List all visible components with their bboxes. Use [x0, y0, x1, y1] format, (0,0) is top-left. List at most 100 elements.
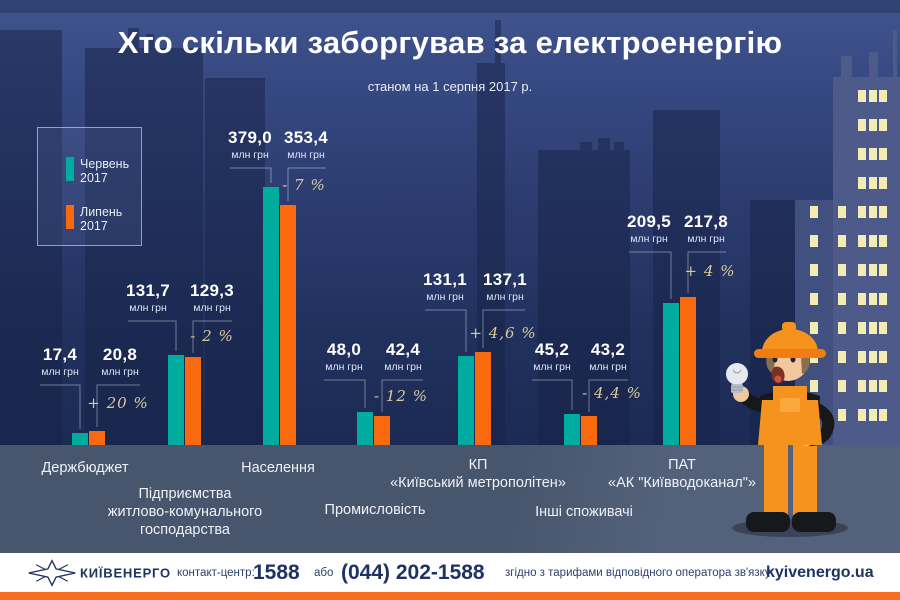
change-pct-pidpryiemstva-zhkh: - 2 %	[190, 327, 234, 345]
lit-window	[869, 322, 877, 334]
lit-window	[869, 351, 877, 363]
lit-window	[838, 380, 846, 392]
category-label-inshi-spozhyvachi: Інші споживачі	[535, 504, 633, 520]
phone-full: (044) 202-1588	[341, 560, 485, 584]
leader-line	[40, 384, 81, 429]
lit-window	[869, 119, 877, 131]
building-silhouette	[614, 142, 624, 150]
lit-window	[838, 409, 846, 421]
lit-window	[838, 351, 846, 363]
electrician-illustration	[726, 322, 848, 537]
leader-line	[287, 167, 326, 201]
lit-window	[810, 322, 818, 334]
change-pct-inshi-spozhyvachi: - 4,4 %	[582, 384, 642, 402]
leader-line	[128, 320, 177, 351]
value-july-kyivskyi-metropoliten: 137,1 млн грн	[482, 270, 528, 303]
bar-june-kyivskyi-metropoliten	[458, 356, 474, 445]
lit-window	[838, 235, 846, 247]
lit-window	[879, 206, 887, 218]
light-bulb-icon	[726, 363, 748, 393]
lit-window	[810, 380, 818, 392]
lit-window	[869, 264, 877, 276]
change-pct-kyivvodokanal: + 4 %	[684, 262, 736, 280]
lit-window	[879, 351, 887, 363]
legend-june-label: Червень 2017	[80, 157, 130, 185]
category-label-kyivvodokanal: ПАТ «АК "Київводоканал"»	[608, 457, 756, 491]
change-pct-promyslovist: - 12 %	[374, 387, 428, 405]
lit-window	[858, 90, 866, 102]
leader-line	[425, 309, 467, 352]
building-silhouette	[0, 30, 62, 445]
lit-window	[838, 322, 846, 334]
value-july-inshi-spozhyvachi: 43,2 млн грн	[589, 340, 627, 373]
lit-window	[869, 206, 877, 218]
bar-july-inshi-spozhyvachi	[581, 416, 597, 445]
lit-window	[810, 293, 818, 305]
lit-window	[838, 206, 846, 218]
value-june-pidpryiemstva-zhkh: 131,7 млн грн	[125, 281, 171, 314]
category-strip	[0, 445, 900, 553]
bar-june-derzhbudzhet	[72, 433, 88, 445]
value-june-inshi-spozhyvachi: 45,2 млн грн	[533, 340, 571, 373]
value-june-kyivskyi-metropoliten: 131,1 млн грн	[422, 270, 468, 303]
legend-july-swatch	[66, 205, 74, 229]
leader-line	[588, 379, 628, 412]
lit-window	[879, 293, 887, 305]
bar-june-kyivvodokanal	[663, 303, 679, 445]
leader-line	[324, 379, 366, 408]
lit-window	[879, 119, 887, 131]
footer-bar: КИЇВЕНЕРГО контакт-центр: 1588 або (044)…	[0, 553, 900, 592]
lit-window	[858, 409, 866, 421]
page-title: Хто скільки заборгував за електроенергію	[117, 25, 783, 60]
leader-line	[192, 320, 232, 353]
bar-june-pidpryiemstva-zhkh	[168, 355, 184, 445]
lit-window	[858, 264, 866, 276]
leader-line	[687, 251, 726, 293]
tariff-note: згідно з тарифами відповідного оператора…	[505, 566, 771, 579]
lit-window	[858, 380, 866, 392]
lit-window	[879, 322, 887, 334]
building-silhouette	[205, 78, 265, 445]
roof-chimney-icon	[869, 52, 878, 77]
value-july-derzhbudzhet: 20,8 млн грн	[101, 345, 139, 378]
roof-box-icon	[841, 56, 852, 77]
leader-line	[230, 167, 272, 183]
footer-accent-line	[0, 592, 900, 600]
value-july-naselennia: 353,4 млн грн	[283, 128, 329, 161]
legend-june-swatch	[66, 157, 74, 181]
top-shade-band	[0, 0, 900, 13]
lit-window	[858, 206, 866, 218]
change-pct-kyivskyi-metropoliten: + 4,6 %	[469, 324, 537, 342]
building-silhouette	[146, 34, 154, 48]
lit-window	[858, 322, 866, 334]
lit-window	[869, 409, 877, 421]
lit-window	[879, 177, 887, 189]
lit-window	[879, 380, 887, 392]
building-silhouette	[128, 28, 139, 48]
value-june-promyslovist: 48,0 млн грн	[325, 340, 363, 373]
lit-window	[869, 235, 877, 247]
change-pct-derzhbudzhet: + 20 %	[87, 394, 149, 412]
lit-window	[858, 148, 866, 160]
lit-window	[838, 264, 846, 276]
category-label-kyivskyi-metropoliten: КП «Київський метрополітен»	[390, 457, 566, 491]
page-subtitle: станом на 1 серпня 2017 р.	[367, 79, 533, 94]
value-july-promyslovist: 42,4 млн грн	[384, 340, 422, 373]
legend-july-label: Липень 2017	[80, 205, 123, 233]
helmet-icon	[762, 329, 818, 352]
value-june-derzhbudzhet: 17,4 млн грн	[41, 345, 79, 378]
leader-line	[629, 251, 672, 299]
value-july-pidpryiemstva-zhkh: 129,3 млн грн	[189, 281, 235, 314]
bar-july-naselennia	[280, 205, 296, 445]
kyivenergo-link[interactable]: kyivenergo.ua	[766, 563, 874, 581]
bar-july-promyslovist	[374, 416, 390, 445]
bar-july-derzhbudzhet	[89, 431, 105, 445]
category-label-derzhbudzhet: Держбюджет	[41, 460, 129, 476]
phone-short: 1588	[253, 560, 300, 584]
lit-window	[858, 293, 866, 305]
lit-window	[858, 119, 866, 131]
bar-june-promyslovist	[357, 412, 373, 445]
category-label-promyslovist: Промисловість	[324, 502, 426, 518]
value-june-kyivvodokanal: 209,5 млн грн	[626, 212, 672, 245]
